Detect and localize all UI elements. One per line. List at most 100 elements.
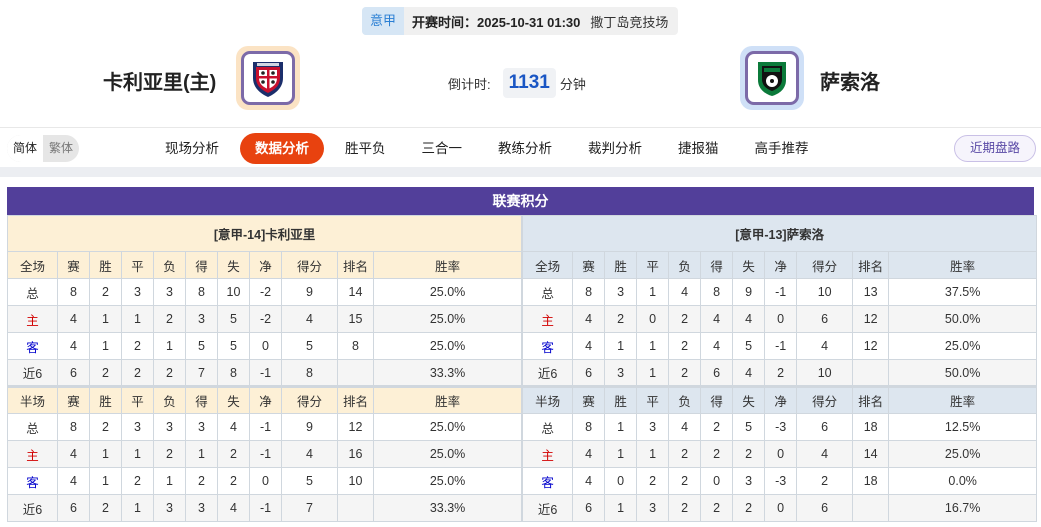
countdown-value: 1131 bbox=[502, 68, 556, 98]
nav-tab[interactable]: 胜平负 bbox=[345, 141, 386, 156]
table-cell: 12 bbox=[852, 332, 890, 360]
table-cell: 1 bbox=[121, 305, 154, 333]
column-header: 平 bbox=[121, 251, 154, 279]
table-cell: 1 bbox=[636, 440, 670, 468]
row-label: 主 bbox=[7, 305, 58, 333]
table-row: 主 4 1 1 2 3 5 -2 4 15 25.0% bbox=[7, 305, 523, 333]
column-header: 胜 bbox=[604, 251, 638, 279]
table-cell: 8 bbox=[337, 332, 374, 360]
column-header: 半场 bbox=[7, 385, 58, 414]
table-cell: 8 bbox=[185, 278, 218, 306]
table-cell: 2 bbox=[636, 467, 670, 495]
nav-tab[interactable]: 教练分析 bbox=[498, 141, 552, 156]
table-cell: 8 bbox=[217, 359, 250, 387]
table-cell: 1 bbox=[89, 467, 122, 495]
table-cell: 33.3% bbox=[372, 359, 523, 387]
lang-traditional[interactable]: 繁体 bbox=[49, 141, 74, 155]
main-nav: 现场分析 数据分析 胜平负 三合一 教练分析 裁判分析 捷报猫 高手推荐 bbox=[150, 133, 830, 164]
table-cell: 25.0% bbox=[372, 467, 523, 495]
nav-tab[interactable]: 高手推荐 bbox=[754, 141, 809, 156]
table-cell: 4 bbox=[668, 413, 702, 441]
nav-tab[interactable]: 三合一 bbox=[421, 141, 463, 156]
table-row: 总 8 2 3 3 8 10 -2 9 14 25.0% bbox=[7, 278, 523, 306]
column-header: 平 bbox=[121, 385, 154, 414]
recent-odds-button[interactable]: 近期盘路 bbox=[954, 135, 1036, 162]
table-cell: 2 bbox=[668, 305, 702, 333]
table-cell: 2 bbox=[89, 494, 122, 522]
table-cell: 4 bbox=[732, 359, 766, 387]
table-cell: 14 bbox=[337, 278, 374, 306]
table-cell: 1 bbox=[89, 305, 122, 333]
table-cell: 1 bbox=[89, 440, 122, 468]
away-team-logo[interactable] bbox=[740, 46, 804, 110]
table-cell: 3 bbox=[153, 413, 186, 441]
table-cell: 2 bbox=[217, 440, 250, 468]
column-header: 净 bbox=[249, 385, 282, 414]
league-badge[interactable]: 意甲 bbox=[362, 7, 405, 35]
table-cell: 16 bbox=[337, 440, 374, 468]
table-cell: 0 bbox=[636, 305, 670, 333]
row-label: 近6 bbox=[7, 494, 58, 522]
table-cell: 1 bbox=[604, 332, 638, 360]
table-row: 客 4 0 2 2 0 3 -3 2 18 0.0% bbox=[522, 467, 1038, 495]
table-cell: 3 bbox=[732, 467, 766, 495]
table-cell: 2 bbox=[121, 359, 154, 387]
lang-simplified[interactable]: 简体 bbox=[7, 135, 44, 162]
home-team-name[interactable]: 卡利亚里(主) bbox=[103, 72, 217, 94]
column-header: 负 bbox=[668, 385, 702, 414]
row-label: 总 bbox=[522, 278, 574, 306]
column-header: 得 bbox=[700, 251, 734, 279]
table-cell: 6 bbox=[796, 413, 854, 441]
table-cell bbox=[337, 494, 374, 522]
table-cell: 0 bbox=[249, 332, 282, 360]
table-row: 客 4 1 2 1 2 2 0 5 10 25.0% bbox=[7, 467, 523, 495]
table-cell: 5 bbox=[281, 467, 338, 495]
table-cell: 10 bbox=[337, 467, 374, 495]
table-cell: -1 bbox=[249, 494, 282, 522]
table-cell: 10 bbox=[796, 278, 854, 306]
column-header: 排名 bbox=[337, 251, 374, 279]
table-cell: 6 bbox=[572, 494, 606, 522]
table-cell: 1 bbox=[636, 359, 670, 387]
row-label: 近6 bbox=[522, 494, 574, 522]
column-header: 排名 bbox=[337, 385, 374, 414]
table-cell: 6 bbox=[572, 359, 606, 387]
table-cell: 5 bbox=[732, 332, 766, 360]
nav-tab[interactable]: 数据分析 bbox=[240, 133, 324, 164]
nav-tab[interactable]: 裁判分析 bbox=[588, 141, 642, 156]
table-cell: 3 bbox=[604, 278, 638, 306]
table-cell: 0.0% bbox=[888, 467, 1038, 495]
home-team-logo[interactable] bbox=[236, 46, 300, 110]
table-cell: 10 bbox=[796, 359, 854, 387]
table-cell bbox=[852, 359, 890, 387]
table-cell: 4 bbox=[57, 305, 90, 333]
nav-tab[interactable]: 捷报猫 bbox=[678, 141, 719, 156]
row-label: 主 bbox=[522, 440, 574, 468]
table-cell: 37.5% bbox=[888, 278, 1038, 306]
row-label: 主 bbox=[7, 440, 58, 468]
table-cell: 4 bbox=[668, 278, 702, 306]
table-row: 总 8 3 1 4 8 9 -1 10 13 37.5% bbox=[522, 278, 1038, 306]
table-cell: 9 bbox=[281, 278, 338, 306]
table-cell: 2 bbox=[668, 440, 702, 468]
nav-tab[interactable]: 现场分析 bbox=[165, 141, 219, 156]
table-cell: 4 bbox=[281, 440, 338, 468]
table-cell: 12.5% bbox=[888, 413, 1038, 441]
countdown-unit: 分钟 bbox=[559, 76, 586, 92]
table-cell: 50.0% bbox=[888, 359, 1038, 387]
table-row: 主 4 2 0 2 4 4 0 6 12 50.0% bbox=[522, 305, 1038, 333]
column-header: 得分 bbox=[281, 385, 338, 414]
table-cell: 2 bbox=[668, 359, 702, 387]
standings-panel: 联赛积分 [意甲-14]卡利亚里 全场赛胜平负得失净得分 排名 胜率总 8 2 3 3 8 10-… bbox=[6, 187, 1038, 522]
away-team-name[interactable]: 萨索洛 bbox=[820, 72, 880, 94]
table-cell: 2 bbox=[604, 305, 638, 333]
table-row: 近6 6 2 1 3 3 4 -1 7 33.3% bbox=[7, 494, 523, 522]
table-cell: 1 bbox=[153, 467, 186, 495]
column-header: 得分 bbox=[281, 251, 338, 279]
table-cell: 3 bbox=[185, 494, 218, 522]
column-header-row: 半场赛胜平负得失净得分 排名 胜率 bbox=[7, 385, 523, 414]
column-header: 胜率 bbox=[888, 385, 1038, 414]
table-cell: 2 bbox=[732, 494, 766, 522]
table-cell: 2 bbox=[89, 413, 122, 441]
table-cell: 3 bbox=[121, 278, 154, 306]
